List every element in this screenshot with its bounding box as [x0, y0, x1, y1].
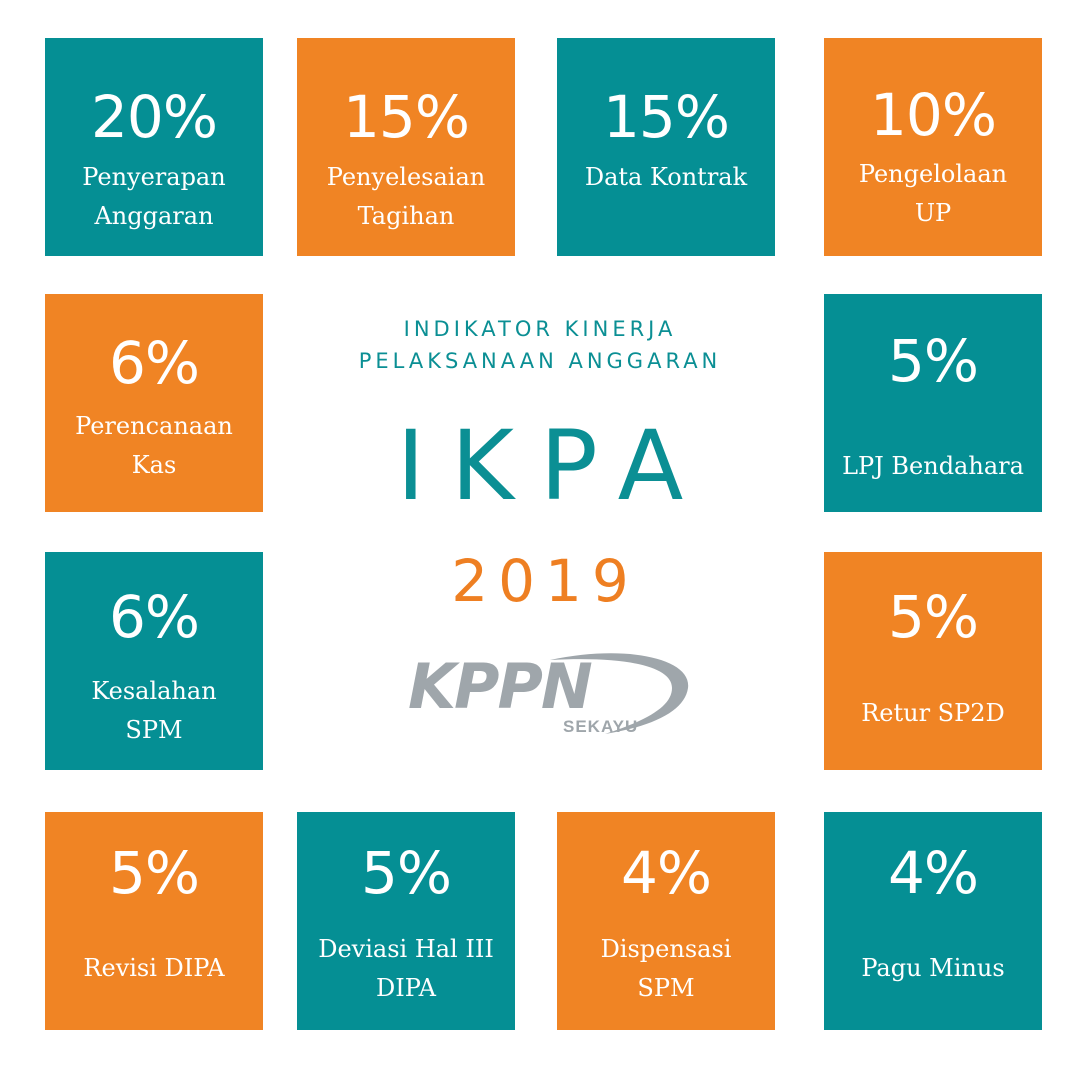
tile-percent: 5%	[887, 583, 979, 651]
tile-pengelolaan-up: 10% Pengelolaan UP	[824, 38, 1042, 256]
tile-label: Data Kontrak	[584, 163, 748, 191]
tile-pagu-minus: 4% Pagu Minus	[824, 812, 1042, 1030]
tile-label: Dispensasi SPM	[600, 935, 732, 1002]
tile-lpj-bendahara: 5% LPJ Bendahara	[824, 294, 1042, 512]
tile-percent: 5%	[887, 327, 979, 395]
tile-kesalahan-spm: 6% Kesalahan SPM	[45, 552, 263, 770]
tile-label: Penyelesaian Tagihan	[326, 163, 486, 230]
tile-percent: 15%	[603, 83, 730, 151]
tile-label: Perencanaan Kas	[75, 412, 233, 479]
tile-label: Retur SP2D	[861, 699, 1005, 727]
logo-swoosh-icon	[550, 653, 689, 734]
tile-label: Pengelolaan UP	[858, 160, 1008, 227]
tile-retur-sp2d: 5% Retur SP2D	[824, 552, 1042, 770]
tile-label: Pagu Minus	[861, 954, 1005, 982]
page-subtitle: INDIKATOR KINERJA PELAKSANAAN ANGGARAN	[358, 317, 722, 373]
kppn-logo: KPPN SEKAYU	[400, 640, 700, 750]
tile-percent: 4%	[887, 839, 979, 907]
tile-percent: 10%	[870, 81, 997, 149]
tile-deviasi-hal-iii-dipa: 5% Deviasi Hal III DIPA	[297, 812, 515, 1030]
tile-percent: 6%	[108, 583, 200, 651]
tile-dispensasi-spm: 4% Dispensasi SPM	[557, 812, 775, 1030]
tile-perencanaan-kas: 6% Perencanaan Kas	[45, 294, 263, 512]
tile-penyelesaian-tagihan: 15% Penyelesaian Tagihan	[297, 38, 515, 256]
page-title: IKPA	[396, 410, 710, 522]
tile-label: Deviasi Hal III DIPA	[318, 935, 494, 1002]
year-label: 2019	[451, 547, 639, 615]
tile-percent: 5%	[108, 839, 200, 907]
tile-percent: 15%	[343, 83, 470, 151]
tile-label: Revisi DIPA	[83, 954, 225, 982]
tile-percent: 6%	[108, 329, 200, 397]
tile-label: LPJ Bendahara	[842, 452, 1024, 480]
tile-label: Kesalahan SPM	[91, 677, 217, 744]
logo-wordmark: KPPN	[408, 650, 593, 723]
tile-percent: 4%	[620, 839, 712, 907]
tile-percent: 20%	[91, 83, 218, 151]
logo-subtext: SEKAYU	[563, 717, 639, 736]
tile-label: Penyerapan Anggaran	[82, 163, 226, 230]
tile-revisi-dipa: 5% Revisi DIPA	[45, 812, 263, 1030]
tile-percent: 5%	[360, 839, 452, 907]
tile-data-kontrak: 15% Data Kontrak	[557, 38, 775, 256]
tile-penyerapan-anggaran: 20% Penyerapan Anggaran	[45, 38, 263, 256]
